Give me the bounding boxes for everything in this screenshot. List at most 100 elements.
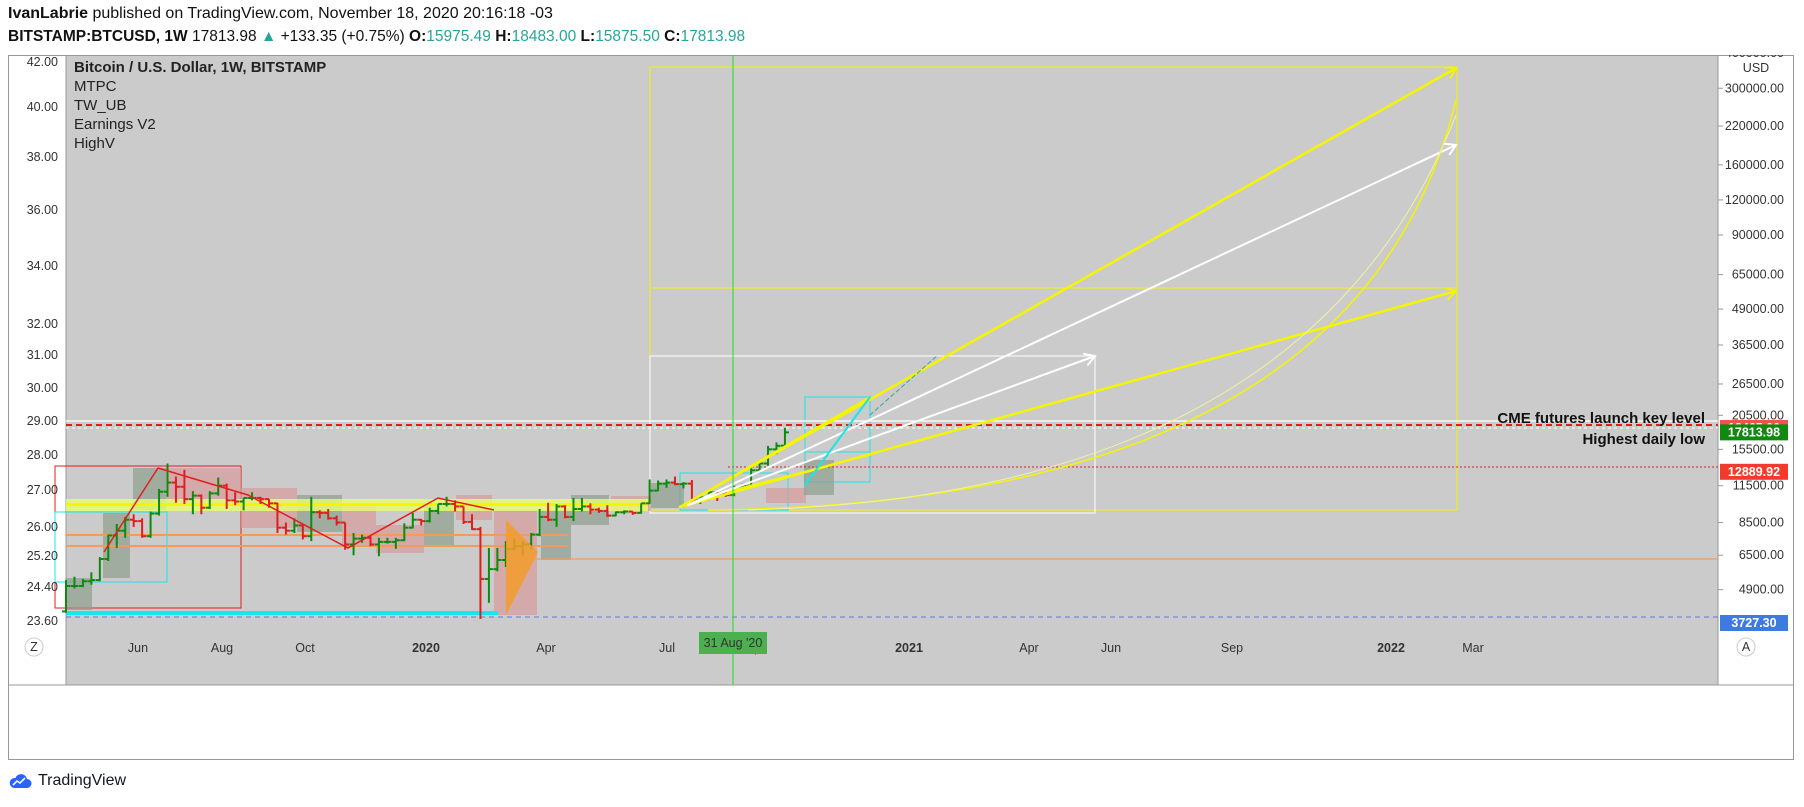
- candle[interactable]: [679, 482, 688, 489]
- candle[interactable]: [239, 496, 248, 511]
- candle[interactable]: [552, 503, 561, 527]
- candle[interactable]: [383, 537, 392, 544]
- time-tick-label: 2021: [895, 641, 923, 655]
- candle[interactable]: [628, 510, 637, 515]
- candle[interactable]: [434, 502, 443, 515]
- left-tick-label: 25.20: [27, 549, 58, 563]
- candle[interactable]: [231, 492, 240, 506]
- right-tick-label: 6500.00: [1739, 548, 1784, 562]
- candle[interactable]: [315, 510, 324, 519]
- cyan-arrow: [804, 396, 871, 486]
- candle[interactable]: [442, 496, 451, 507]
- candle[interactable]: [467, 514, 476, 531]
- candle[interactable]: [417, 518, 426, 526]
- chart[interactable]: Bitcoin / U.S. Dollar, 1W, BITSTAMP MTPC…: [8, 55, 1794, 760]
- right-axis[interactable]: [1718, 56, 1793, 685]
- candle[interactable]: [171, 476, 180, 503]
- orange-crash-wedge: [506, 520, 538, 615]
- time-axis[interactable]: [9, 685, 1793, 759]
- candle[interactable]: [163, 463, 172, 497]
- candle[interactable]: [78, 578, 87, 588]
- candle[interactable]: [332, 515, 341, 526]
- candle[interactable]: [476, 526, 485, 620]
- open-label: O:: [409, 28, 427, 45]
- time-tick-label: Jul: [659, 641, 675, 655]
- close-label: C:: [664, 28, 681, 45]
- candle[interactable]: [281, 522, 290, 535]
- orange-band-1: [66, 534, 568, 536]
- time-tick-label: Apr: [1019, 641, 1038, 655]
- candle[interactable]: [594, 507, 603, 513]
- candle[interactable]: [637, 502, 646, 514]
- candle[interactable]: [138, 518, 147, 538]
- candle[interactable]: [324, 508, 333, 520]
- candle[interactable]: [298, 523, 307, 540]
- high-value: 18483.00: [511, 28, 577, 45]
- annotation-daily-low[interactable]: Highest daily low: [1582, 431, 1705, 448]
- zoom-button[interactable]: [24, 637, 44, 657]
- candle[interactable]: [670, 476, 679, 486]
- right-tick-label: 300000.00: [1725, 81, 1784, 95]
- tradingview-logo[interactable]: TradingView: [8, 772, 126, 790]
- candle[interactable]: [129, 514, 138, 527]
- candle[interactable]: [290, 518, 299, 534]
- candle[interactable]: [493, 547, 502, 572]
- candle[interactable]: [603, 505, 612, 517]
- low-label: L:: [580, 28, 596, 45]
- candle[interactable]: [391, 537, 400, 549]
- currency-label[interactable]: USD: [1743, 61, 1769, 75]
- candle[interactable]: [70, 576, 79, 589]
- indicator-mtpc[interactable]: MTPC: [74, 78, 117, 95]
- candle[interactable]: [645, 479, 654, 505]
- price-tag-box: [1720, 615, 1788, 631]
- candle[interactable]: [205, 491, 214, 509]
- teal-dashed-projection: [869, 354, 939, 416]
- candle[interactable]: [561, 505, 570, 519]
- candle[interactable]: [408, 512, 417, 529]
- candle[interactable]: [146, 511, 155, 538]
- auto-scale-label: A: [1742, 640, 1751, 654]
- candle[interactable]: [544, 502, 553, 522]
- candle[interactable]: [484, 547, 493, 603]
- candle[interactable]: [256, 496, 265, 504]
- candle[interactable]: [62, 580, 70, 613]
- candle[interactable]: [87, 572, 96, 585]
- candle[interactable]: [535, 508, 544, 537]
- candle[interactable]: [654, 480, 663, 492]
- time-tick-label: 2020: [412, 641, 440, 655]
- low-value: 15875.50: [595, 28, 660, 45]
- candle[interactable]: [155, 488, 164, 516]
- time-tick-label: Sep: [1221, 641, 1243, 655]
- candle[interactable]: [662, 479, 671, 488]
- author-name[interactable]: IvanLabrie: [8, 5, 89, 22]
- candle[interactable]: [273, 502, 282, 534]
- candle[interactable]: [374, 537, 383, 557]
- auto-scale-button[interactable]: [1736, 637, 1756, 657]
- candle[interactable]: [121, 516, 130, 538]
- candle[interactable]: [341, 521, 350, 550]
- candle[interactable]: [197, 494, 206, 515]
- candle[interactable]: [95, 557, 104, 582]
- candle[interactable]: [459, 505, 468, 524]
- brand-name: TradingView: [38, 772, 127, 789]
- left-tick-label: 36.00: [27, 203, 58, 217]
- plot-area[interactable]: [66, 56, 1718, 685]
- price-change: +133.35 (+0.75%): [280, 28, 405, 45]
- indicator-highv[interactable]: HighV: [74, 135, 115, 152]
- indicator-earnings[interactable]: Earnings V2: [74, 116, 156, 133]
- candle[interactable]: [104, 534, 113, 561]
- candle[interactable]: [400, 523, 409, 542]
- high-label: H:: [495, 28, 512, 45]
- candle[interactable]: [425, 507, 434, 523]
- indicator-tw-ub[interactable]: TW_UB: [74, 97, 127, 114]
- candle[interactable]: [307, 496, 316, 542]
- left-axis[interactable]: [9, 56, 66, 685]
- candle[interactable]: [577, 497, 586, 512]
- annotation-cme[interactable]: CME futures launch key level: [1497, 410, 1705, 427]
- candle[interactable]: [586, 503, 595, 515]
- candle[interactable]: [188, 491, 197, 515]
- candle[interactable]: [569, 497, 578, 522]
- candle[interactable]: [611, 511, 620, 517]
- legend-title: Bitcoin / U.S. Dollar, 1W, BITSTAMP: [74, 59, 326, 76]
- candle[interactable]: [620, 510, 629, 515]
